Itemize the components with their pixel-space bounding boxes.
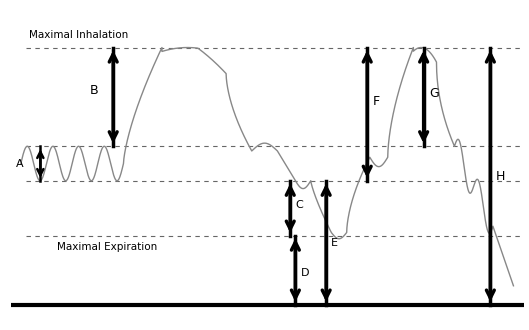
Text: F: F: [372, 95, 379, 108]
Text: E: E: [331, 238, 338, 248]
Text: A: A: [16, 158, 23, 169]
Text: D: D: [300, 268, 309, 278]
Text: Maximal Inhalation: Maximal Inhalation: [29, 30, 128, 40]
Text: Maximal Expiration: Maximal Expiration: [57, 242, 157, 252]
Text: H: H: [496, 170, 505, 182]
Text: C: C: [295, 200, 303, 210]
Text: B: B: [90, 84, 99, 97]
Text: G: G: [429, 87, 439, 100]
